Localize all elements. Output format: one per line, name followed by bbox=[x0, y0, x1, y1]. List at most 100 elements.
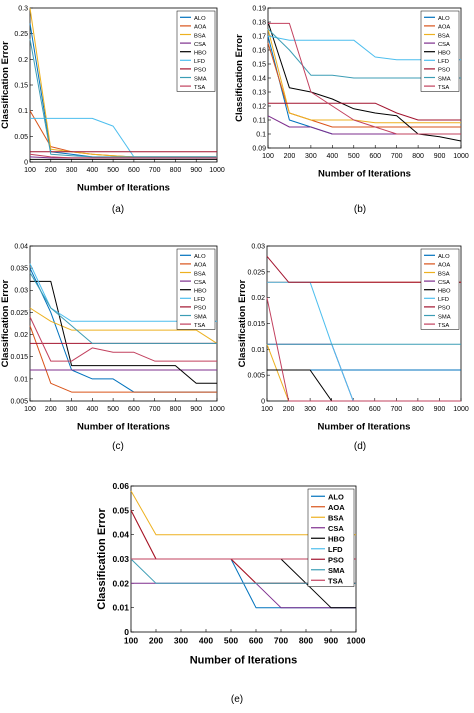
x-tick-label: 200 bbox=[149, 636, 163, 646]
x-tick-label: 600 bbox=[128, 406, 140, 413]
legend-label-sma: SMA bbox=[438, 314, 451, 320]
legend-label-csa: CSA bbox=[194, 280, 206, 286]
legend-label-tsa: TSA bbox=[438, 323, 449, 329]
x-tick-label: 200 bbox=[283, 406, 295, 413]
legend-label-lfd: LFD bbox=[328, 545, 343, 554]
series-line-bsa bbox=[266, 344, 461, 402]
y-tick-label: 0 bbox=[24, 159, 28, 166]
x-tick-label: 700 bbox=[149, 167, 161, 174]
series-line-aoa bbox=[29, 325, 217, 393]
series-line-csa bbox=[267, 343, 461, 402]
y-tick-label: 0.3 bbox=[18, 5, 28, 12]
y-tick-label: 0.03 bbox=[14, 288, 28, 295]
legend-label-alo: ALO bbox=[438, 16, 450, 22]
y-tick-label: 0.02 bbox=[14, 332, 28, 339]
y-tick-label: 0.16 bbox=[252, 47, 266, 54]
legend-label-aoa: AOA bbox=[328, 503, 345, 512]
legend: ALO AOA BSA CSA HBO LFD PSO SMA TSA bbox=[176, 248, 216, 330]
chart-panel-5: 100 200 300 400 500 600 700 800 900 1000 0 0.01 0.02… bbox=[96, 481, 366, 705]
y-tick-label: 0.17 bbox=[252, 33, 266, 40]
legend-label-pso: PSO bbox=[194, 306, 207, 312]
y-tick-label: 0.18 bbox=[252, 19, 266, 26]
y-tick-label: 0.015 bbox=[10, 354, 28, 361]
y-tick-label: 0.09 bbox=[252, 145, 266, 152]
x-tick-label: 100 bbox=[124, 636, 138, 646]
series-line-hbo bbox=[267, 369, 461, 402]
x-tick-label: 500 bbox=[107, 167, 119, 174]
x-tick-label: 400 bbox=[199, 636, 213, 646]
legend-label-bsa: BSA bbox=[438, 271, 450, 277]
legend-label-alo: ALO bbox=[194, 254, 206, 260]
legend-label-hbo: HBO bbox=[438, 288, 451, 294]
x-tick-label: 800 bbox=[170, 167, 182, 174]
legend-label-csa: CSA bbox=[194, 42, 206, 48]
series-line-hbo bbox=[267, 21, 462, 142]
x-tick-label: 600 bbox=[369, 153, 381, 160]
legend-label-aoa: AOA bbox=[438, 25, 450, 31]
y-tick-label: 0.03 bbox=[112, 554, 129, 564]
x-tick-label: 300 bbox=[66, 167, 78, 174]
panel-caption: (e) bbox=[231, 694, 243, 705]
y-tick-label: 0.11 bbox=[253, 117, 266, 124]
x-tick-label: 900 bbox=[434, 406, 446, 413]
legend-label-bsa: BSA bbox=[194, 271, 206, 277]
x-tick-label: 700 bbox=[149, 406, 161, 413]
legend-label-tsa: TSA bbox=[194, 323, 205, 329]
x-tick-label: 500 bbox=[347, 406, 359, 413]
y-tick-label: 0 bbox=[124, 627, 129, 637]
legend-label-pso: PSO bbox=[438, 68, 451, 74]
x-tick-label: 200 bbox=[45, 406, 57, 413]
y-tick-label: 0.06 bbox=[112, 481, 129, 491]
legend-label-bsa: BSA bbox=[438, 33, 450, 39]
panel-caption: (d) bbox=[354, 441, 366, 452]
x-tick-label: 100 bbox=[262, 153, 274, 160]
x-tick-label: 400 bbox=[86, 406, 98, 413]
x-tick-label: 800 bbox=[412, 406, 424, 413]
x-tick-label: 900 bbox=[190, 167, 202, 174]
y-tick-label: 0.25 bbox=[14, 31, 28, 38]
x-tick-label: 400 bbox=[326, 406, 338, 413]
chart-panel-2: 100 200 300 400 500 600 700 800 900 1000 0.09 0.1 0.… bbox=[234, 5, 469, 215]
y-tick-label: 0.02 bbox=[112, 578, 129, 588]
x-tick-label: 900 bbox=[190, 406, 202, 413]
y-tick-label: 0.01 bbox=[112, 603, 129, 613]
legend-label-pso: PSO bbox=[438, 306, 451, 312]
legend-label-aoa: AOA bbox=[438, 263, 450, 269]
y-tick-label: 0.1 bbox=[256, 131, 266, 138]
y-tick-label: 0.02 bbox=[251, 295, 265, 302]
legend-label-tsa: TSA bbox=[194, 85, 205, 91]
legend-label-lfd: LFD bbox=[194, 297, 205, 303]
series-line-pso bbox=[268, 102, 461, 121]
legend-label-hbo: HBO bbox=[328, 535, 345, 544]
legend-label-tsa: TSA bbox=[438, 85, 449, 91]
legend-label-pso: PSO bbox=[194, 68, 207, 74]
y-axis-label: Classification Error bbox=[0, 41, 11, 129]
legend: ALO AOA BSA CSA HBO LFD PSO SMA TSA bbox=[420, 10, 460, 92]
x-tick-label: 500 bbox=[107, 406, 119, 413]
legend-label-hbo: HBO bbox=[194, 288, 207, 294]
x-axis-label: Number of Iterations bbox=[318, 169, 411, 180]
legend-label-alo: ALO bbox=[438, 254, 450, 260]
y-tick-label: 0.15 bbox=[14, 82, 28, 89]
legend-label-lfd: LFD bbox=[438, 297, 449, 303]
legend-label-tsa: TSA bbox=[328, 577, 344, 586]
x-tick-label: 300 bbox=[174, 636, 188, 646]
panel-caption: (b) bbox=[354, 204, 366, 215]
legend-label-sma: SMA bbox=[194, 314, 207, 320]
y-tick-label: 0.01 bbox=[14, 376, 28, 383]
y-tick-label: 0.05 bbox=[112, 505, 129, 515]
x-axis-label: Number of Iterations bbox=[190, 655, 298, 667]
legend-label-alo: ALO bbox=[328, 493, 344, 502]
x-tick-label: 400 bbox=[86, 167, 98, 174]
series-line-csa bbox=[131, 582, 356, 609]
x-tick-label: 200 bbox=[45, 167, 57, 174]
x-tick-label: 500 bbox=[224, 636, 238, 646]
legend-label-csa: CSA bbox=[438, 42, 450, 48]
y-tick-label: 0.04 bbox=[112, 530, 129, 540]
x-tick-label: 900 bbox=[434, 153, 446, 160]
y-tick-label: 0.05 bbox=[14, 134, 28, 141]
panel-caption: (a) bbox=[112, 204, 124, 215]
x-tick-label: 100 bbox=[24, 167, 36, 174]
x-tick-label: 700 bbox=[274, 636, 288, 646]
